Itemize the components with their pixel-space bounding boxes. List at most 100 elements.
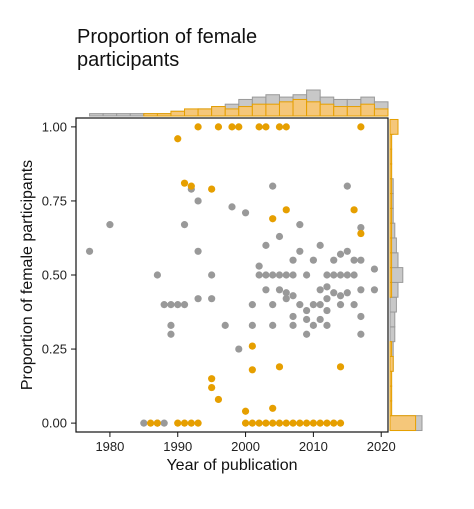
top-hist-bar-orange <box>184 108 199 117</box>
orange-point <box>187 182 195 190</box>
top-hist-bar-orange <box>333 106 348 117</box>
top-hist-bar-orange <box>143 113 158 117</box>
gray-point <box>303 315 311 324</box>
gray-point <box>303 306 311 315</box>
gray-point <box>180 221 189 229</box>
orange-point <box>235 123 243 131</box>
gray-point <box>316 286 324 294</box>
gray-point <box>289 271 297 279</box>
y-tick-label: 0.75 <box>42 193 67 208</box>
orange-point <box>296 419 304 427</box>
gray-point <box>289 312 297 321</box>
orange-point <box>147 419 155 427</box>
orange-point <box>228 123 236 131</box>
orange-point <box>255 419 263 427</box>
orange-point <box>336 419 345 427</box>
right-hist-bar-orange <box>389 370 393 387</box>
right-hist-bar-orange <box>389 252 393 269</box>
right-hist-bar-orange <box>389 133 393 150</box>
gray-point <box>160 301 168 309</box>
orange-point <box>174 135 182 143</box>
gray-point <box>180 301 189 309</box>
right-marginal-histogram <box>389 118 423 432</box>
gray-point <box>241 209 250 217</box>
orange-point <box>241 419 250 427</box>
gray-point <box>289 292 297 300</box>
gray-point <box>330 289 338 297</box>
right-hist-bar-orange <box>389 281 393 298</box>
top-hist-bar-orange <box>292 98 308 117</box>
gray-point <box>303 330 311 338</box>
gray-point <box>255 262 263 270</box>
gray-point <box>269 182 277 190</box>
gray-point <box>370 286 379 294</box>
right-hist-bar-orange <box>389 267 393 283</box>
gray-point <box>262 241 270 249</box>
gray-point <box>370 265 379 273</box>
top-hist-bar-orange <box>306 101 321 117</box>
gray-point <box>336 271 345 279</box>
gray-point <box>296 301 304 309</box>
top-hist-bar-orange <box>251 103 267 117</box>
orange-point <box>208 383 216 392</box>
orange-point <box>336 363 345 371</box>
gray-point <box>262 286 270 294</box>
top-hist-bar-orange <box>265 103 280 117</box>
gray-point <box>235 345 243 353</box>
x-tick-label: 2020 <box>367 439 396 454</box>
gray-point <box>336 250 345 258</box>
gray-point <box>282 295 290 303</box>
orange-point <box>282 206 290 214</box>
gray-point <box>248 321 256 329</box>
top-hist-bar-gray <box>89 113 104 117</box>
gray-point <box>275 286 284 294</box>
orange-point <box>208 185 216 193</box>
right-hist-bar-orange <box>389 222 393 239</box>
y-axis: 0.00 0.25 0.50 0.75 1.00 <box>42 119 76 431</box>
top-hist-bar-orange <box>373 108 389 117</box>
gray-point <box>323 306 331 315</box>
gray-point <box>343 247 351 255</box>
orange-point <box>316 419 324 427</box>
gray-point <box>316 241 324 249</box>
gray-point <box>174 301 182 309</box>
gray-point <box>296 221 304 229</box>
gray-point <box>336 301 345 309</box>
right-hist-bar-gray <box>389 311 396 328</box>
gray-point <box>316 315 324 324</box>
orange-point <box>248 342 256 350</box>
orange-point <box>289 419 297 427</box>
top-hist-bar-orange <box>238 106 253 117</box>
gray-point <box>140 419 148 427</box>
orange-point <box>262 123 270 131</box>
gray-point <box>269 301 277 309</box>
orange-point <box>194 419 202 427</box>
gray-point <box>330 256 338 264</box>
gray-point <box>167 301 175 309</box>
right-hist-bar-orange <box>389 207 393 224</box>
top-hist-bar-gray <box>129 113 145 117</box>
gray-point <box>357 224 365 232</box>
top-hist-bar-gray <box>102 113 118 117</box>
gray-point <box>282 289 290 297</box>
top-hist-bar-orange <box>156 113 172 117</box>
gray-point <box>282 271 290 279</box>
orange-point <box>174 419 182 427</box>
right-hist-bar-orange <box>389 193 393 209</box>
orange-points <box>147 123 365 427</box>
orange-point <box>282 123 290 131</box>
orange-point <box>357 123 365 131</box>
gray-point <box>357 330 365 338</box>
gray-point <box>194 247 202 255</box>
orange-point <box>282 419 290 427</box>
orange-point <box>248 419 256 427</box>
gray-point <box>208 295 216 303</box>
y-tick-label: 0.50 <box>42 268 67 283</box>
gray-point <box>350 256 358 264</box>
gray-point <box>323 295 331 303</box>
orange-point <box>323 419 331 427</box>
orange-point <box>269 404 277 412</box>
gray-point <box>350 271 358 279</box>
gray-point <box>309 301 317 309</box>
top-hist-bar-gray <box>116 113 131 117</box>
